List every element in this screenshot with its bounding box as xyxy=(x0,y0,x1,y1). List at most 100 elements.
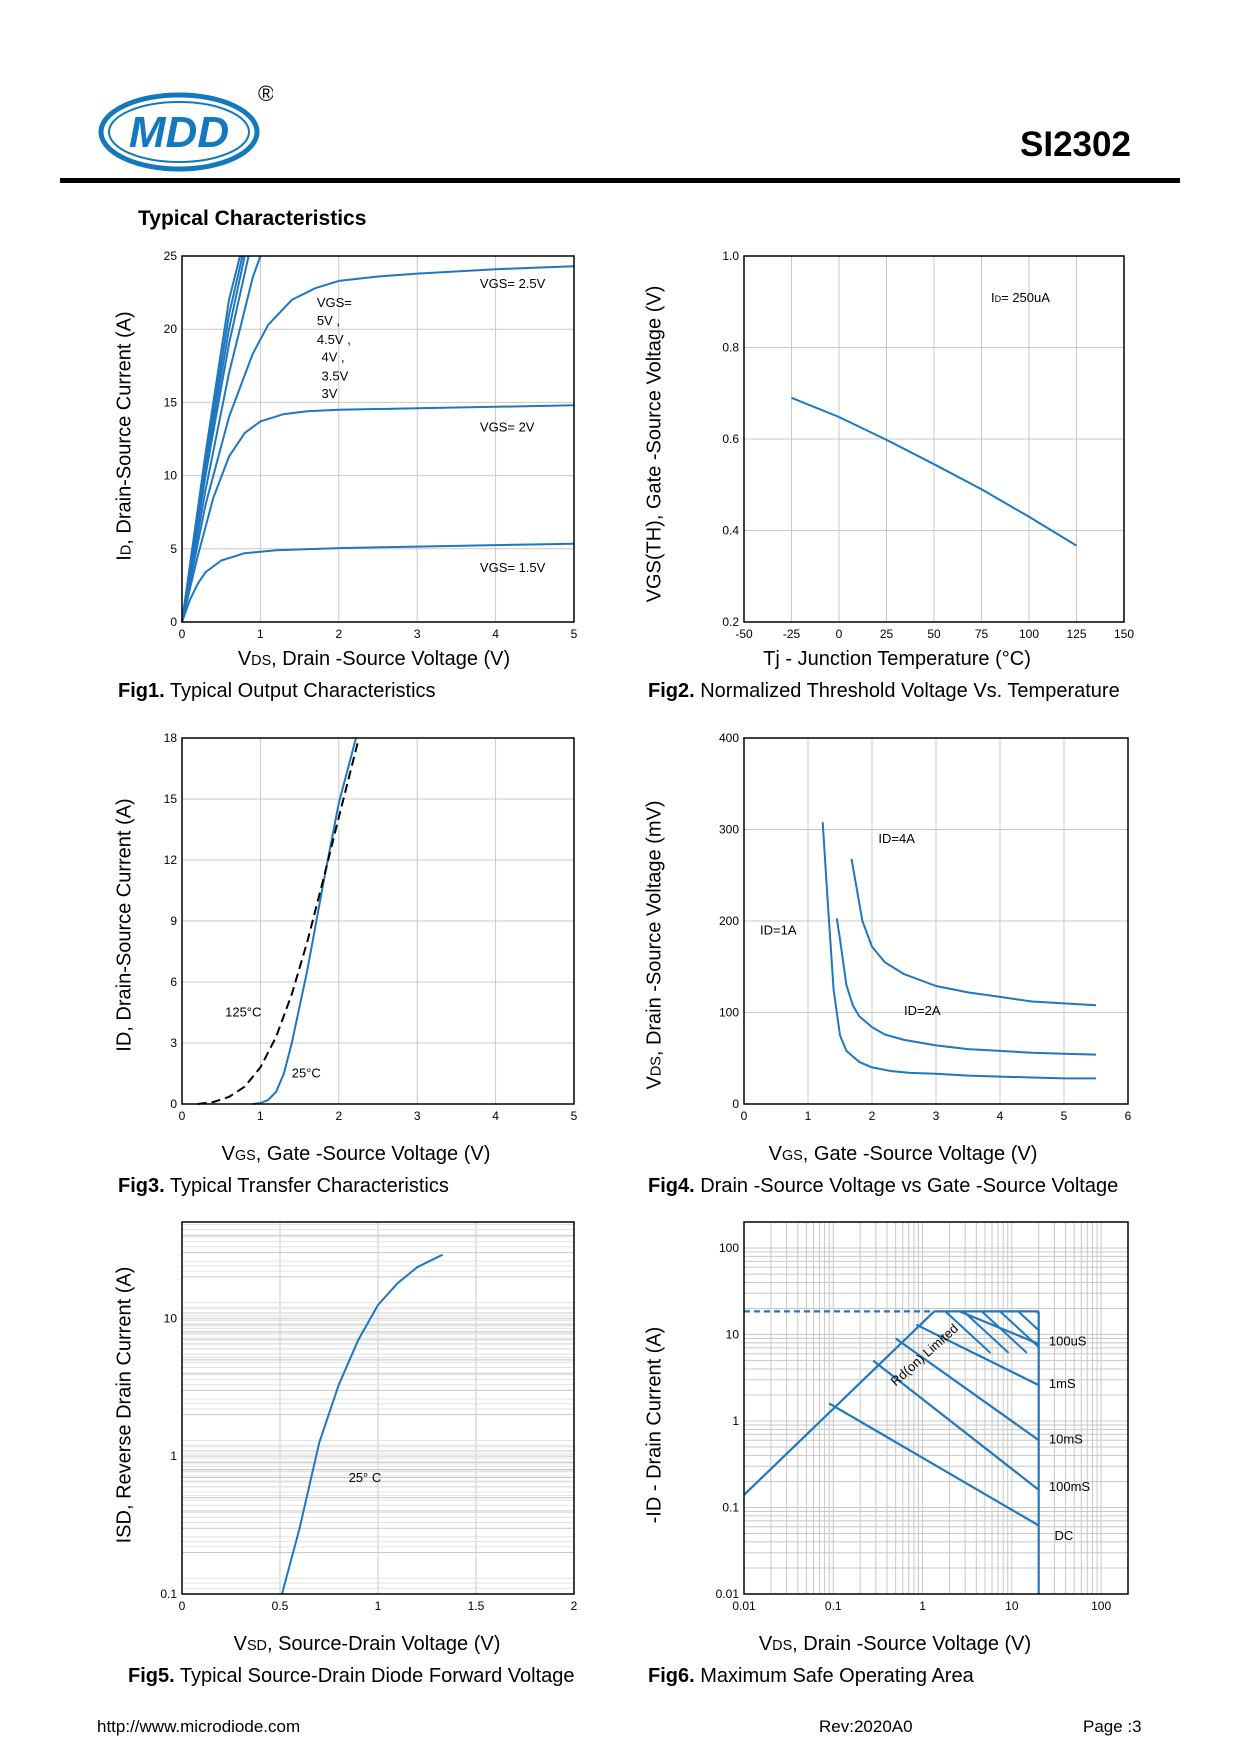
fig6-xtick-label: 0.1 xyxy=(825,1599,842,1613)
fig1-plot-frame xyxy=(181,255,575,623)
fig4-caption: Fig4. Drain -Source Voltage vs Gate -Sou… xyxy=(648,1175,1119,1197)
fig4-ytick-label: 200 xyxy=(719,914,739,928)
fig4-ytick-label: 0 xyxy=(732,1097,739,1111)
fig4-xtick-label: 6 xyxy=(1125,1109,1132,1123)
fig1-annotation: 5V , xyxy=(317,313,340,328)
fig6-annotation: DC xyxy=(1054,1528,1073,1543)
fig1-annotation: 4V , xyxy=(322,349,345,364)
fig1-chart: 0 1 2 3 4 5 0 5 10 15 20 25 VGS= 2.5V VGS= 5V , 4.5V , 4… xyxy=(164,249,578,641)
fig5-caption: Fig5. Typical Source-Drain Diode Forward… xyxy=(128,1665,575,1687)
fig1-xtick-label: 0 xyxy=(179,627,186,641)
footer-url[interactable]: http://www.microdiode.com xyxy=(97,1717,301,1736)
fig3-xtick-label: 4 xyxy=(492,1109,499,1123)
fig3-xtick-label: 2 xyxy=(335,1109,342,1123)
fig4-xtick-label: 3 xyxy=(933,1109,940,1123)
fig2-ytick-label: 0.8 xyxy=(722,341,739,355)
fig1-annotation: VGS= 2.5V xyxy=(480,276,546,291)
fig4-xtick-label: 5 xyxy=(1061,1109,1068,1123)
fig6-xtick-label: 100 xyxy=(1091,1599,1111,1613)
fig6-hatch-line xyxy=(944,1310,992,1354)
fig6-ylabel: -ID - Drain Current (A) xyxy=(643,1326,666,1524)
fig4-xtick-label: 1 xyxy=(805,1109,812,1123)
mdd-logo: MDD ® xyxy=(98,85,273,172)
fig2-plot-frame xyxy=(743,255,1125,623)
fig1-annotation: VGS= 2V xyxy=(480,420,535,435)
fig6-annotation: 100mS xyxy=(1049,1479,1091,1494)
fig3-plot-frame xyxy=(181,737,575,1105)
fig1-ytick-label: 15 xyxy=(164,395,178,409)
fig4-annotation: ID=1A xyxy=(760,923,797,938)
fig2-xtick-label: 0 xyxy=(836,627,843,641)
fig3-ytick-label: 0 xyxy=(170,1097,177,1111)
fig4-annotation: ID=2A xyxy=(904,1003,941,1018)
fig4-series-id-2a xyxy=(835,918,1097,1056)
fig1-ytick-label: 25 xyxy=(164,249,178,263)
fig1-annotation: 4.5V , xyxy=(317,332,351,347)
fig6-annotation: 100uS xyxy=(1049,1333,1087,1348)
fig1-ytick-label: 10 xyxy=(164,469,178,483)
fig4-xtick-label: 4 xyxy=(997,1109,1004,1123)
fig2-caption: Fig2. Normalized Threshold Voltage Vs. T… xyxy=(648,680,1120,702)
fig5-series-25-c xyxy=(281,1253,444,1595)
fig2-xtick-label: 150 xyxy=(1114,627,1134,641)
fig5-chart: 0 0.5 1 1.5 2 0.1 1 10 25° C xyxy=(160,1221,578,1613)
fig1-xtick-label: 3 xyxy=(414,627,421,641)
fig3-ytick-label: 3 xyxy=(170,1036,177,1050)
fig3-xtick-label: 3 xyxy=(414,1109,421,1123)
fig6-hatch-line xyxy=(981,1310,1028,1354)
fig3-ytick-label: 15 xyxy=(164,792,178,806)
footer-page-number: Page :3 xyxy=(1083,1717,1142,1736)
fig5-xtick-label: 1 xyxy=(375,1599,382,1613)
fig2-ytick-label: 0.2 xyxy=(722,615,739,629)
fig3-xtick-label: 5 xyxy=(571,1109,578,1123)
fig3-ytick-label: 6 xyxy=(170,975,177,989)
fig1-series-vgs-3v xyxy=(181,255,262,623)
fig6-hatch-line xyxy=(1035,1310,1040,1315)
fig5-ylabel: ISD, Reverse Drain Current (A) xyxy=(113,1266,136,1544)
fig1-series-vgs-2-5v xyxy=(181,265,575,623)
header-rule xyxy=(60,178,1180,183)
fig1-series-vgs-1-5v xyxy=(181,542,575,623)
fig4-ylabel: VDS, Drain -Source Voltage (mV) xyxy=(643,800,666,1090)
fig3-ytick-label: 9 xyxy=(170,914,177,928)
fig5-ytick-label: 10 xyxy=(164,1311,178,1325)
fig6-xlabel: VDS, Drain -Source Voltage (V) xyxy=(758,1633,1032,1655)
fig2-chart: -50 -25 0 25 50 75 100 125 150 0.2 0.4 0.6 0.8 1.0 ID=… xyxy=(722,249,1134,641)
fig3-ylabel: ID, Drain-Source Current (A) xyxy=(113,798,136,1052)
fig5-xtick-label: 1.5 xyxy=(468,1599,485,1613)
fig6-hatch-line xyxy=(1017,1310,1040,1331)
fig6-xtick-label: 1 xyxy=(919,1599,926,1613)
fig6-series-dc xyxy=(828,1402,1040,1527)
fig4-annotation: ID=4A xyxy=(878,831,915,846)
fig2-series-vgs-th- xyxy=(791,396,1078,547)
fig3-annotation: 125°C xyxy=(225,1005,261,1020)
fig6-hatch-line xyxy=(962,1310,1010,1354)
registered-mark: ® xyxy=(258,85,273,106)
fig6-plot-frame xyxy=(743,1221,1129,1595)
logo-text: MDD xyxy=(129,108,229,157)
fig5-plot-frame xyxy=(181,1221,575,1595)
fig4-ytick-label: 300 xyxy=(719,823,739,837)
fig3-annotation: 25°C xyxy=(292,1066,321,1081)
fig1-ylabel: ID, Drain-Source Current (A) xyxy=(113,311,136,561)
fig4-plot-frame xyxy=(743,737,1129,1105)
fig1-xtick-label: 2 xyxy=(335,627,342,641)
fig5-xlabel: VSD, Source-Drain Voltage (V) xyxy=(233,1633,501,1655)
fig1-xtick-label: 1 xyxy=(257,627,264,641)
fig5-xtick-label: 0.5 xyxy=(272,1599,289,1613)
fig6-ytick-label: 1 xyxy=(732,1414,739,1428)
fig6-series-10ms xyxy=(895,1337,1040,1442)
fig4-series-id-1a xyxy=(821,822,1096,1080)
fig6-ytick-label: 100 xyxy=(719,1241,739,1255)
fig4-xtick-label: 2 xyxy=(869,1109,876,1123)
fig2-xtick-label: 75 xyxy=(975,627,989,641)
fig4-xtick-label: 0 xyxy=(741,1109,748,1123)
fig3-xtick-label: 1 xyxy=(257,1109,264,1123)
fig5-ytick-label: 0.1 xyxy=(160,1587,177,1601)
fig5-ytick-label: 1 xyxy=(170,1449,177,1463)
part-number: SI2302 xyxy=(1020,125,1131,164)
fig5-xtick-label: 0 xyxy=(179,1599,186,1613)
fig6-series-100ms xyxy=(872,1359,1040,1491)
